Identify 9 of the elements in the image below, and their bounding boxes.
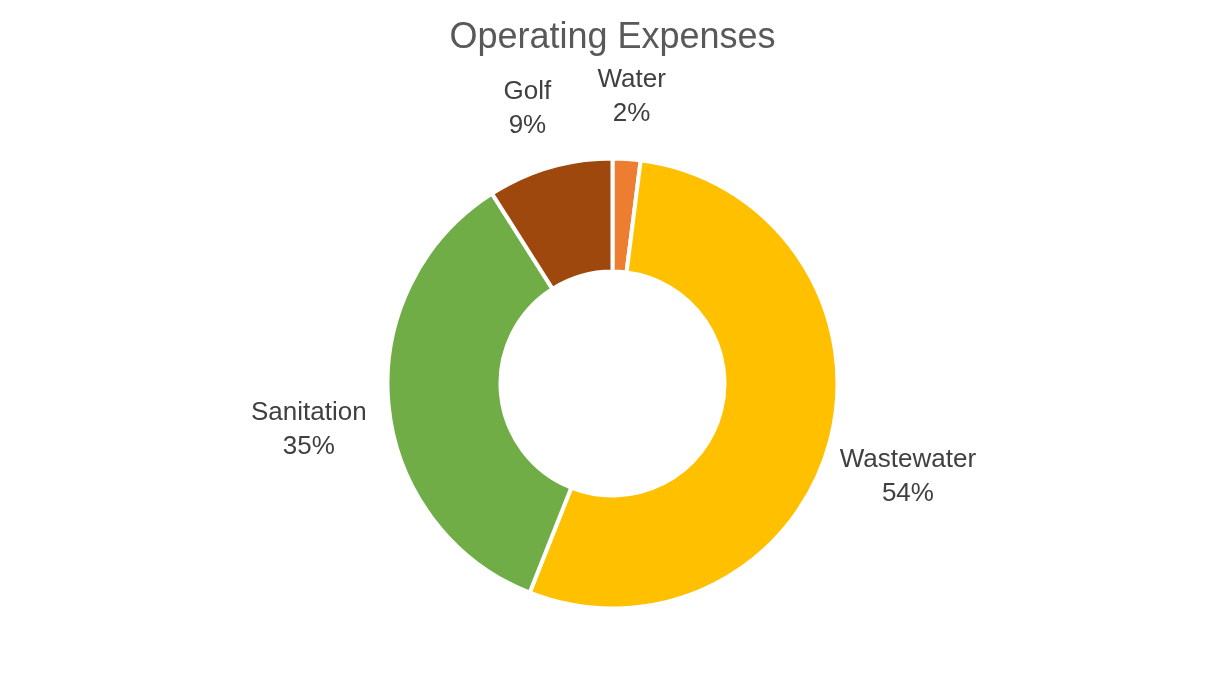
data-label: 2% bbox=[612, 97, 651, 128]
data-label: 54% bbox=[881, 477, 934, 508]
slice-label: Golf bbox=[503, 74, 553, 105]
chart-title: Operating Expenses bbox=[449, 15, 776, 57]
data-label: 9% bbox=[508, 108, 547, 139]
data-label: 35% bbox=[282, 430, 335, 461]
slice-label: Water bbox=[597, 63, 667, 94]
slice-label: Wastewater bbox=[839, 443, 977, 474]
slice-label: Sanitation bbox=[251, 396, 367, 427]
